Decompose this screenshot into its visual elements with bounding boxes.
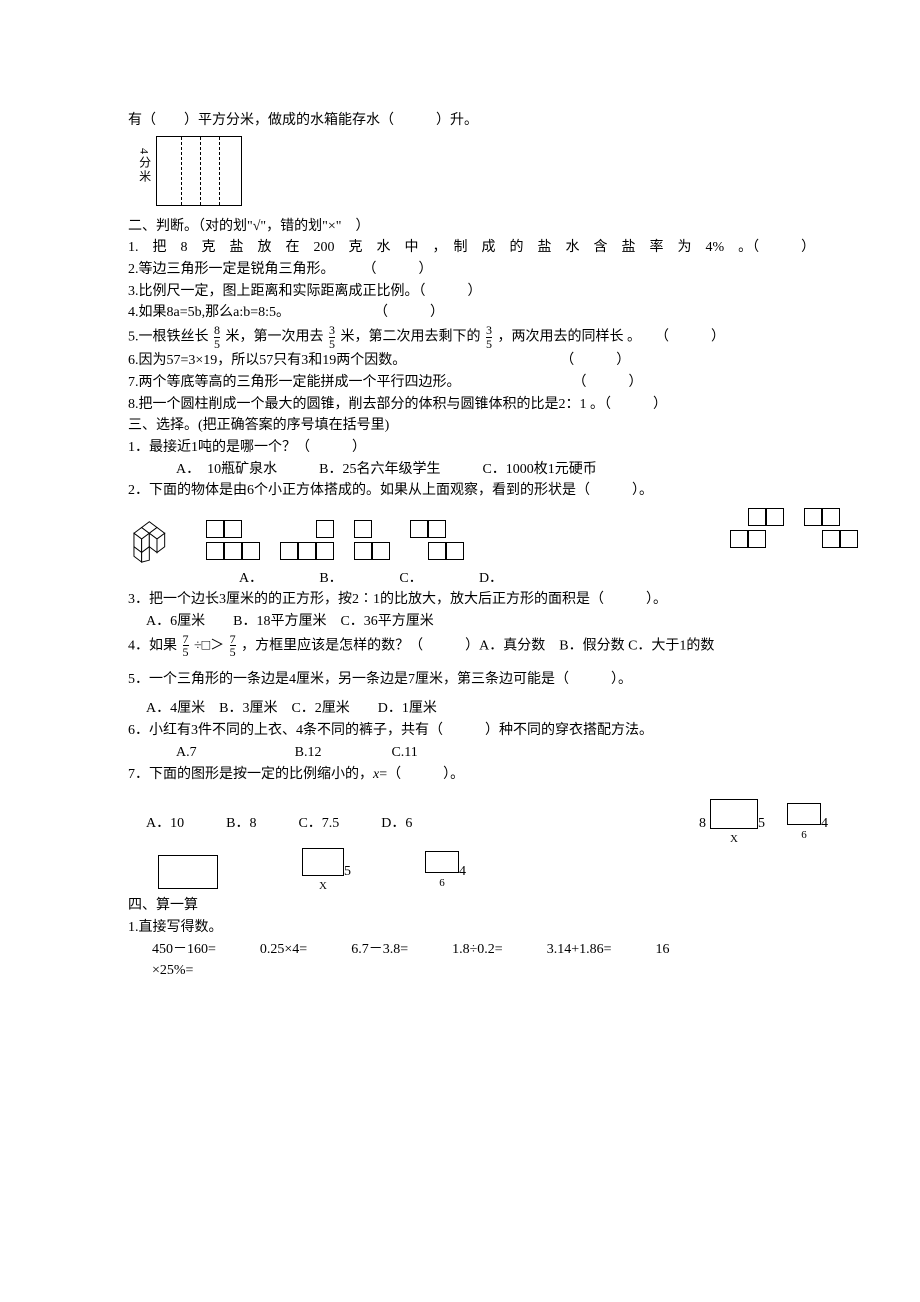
sec3-q2: 2．下面的物体是由6个小正方体搭成的。如果从上面观察，看到的形状是（ ）。 [128, 480, 828, 502]
calc-5: 3.14+1.86= [547, 939, 612, 961]
box-outline [156, 136, 242, 206]
shape-option-c [354, 520, 390, 563]
fraction-7-5-a: 75 [183, 633, 189, 659]
sec3-q1: 1．最接近1吨的是哪一个？（ ） [128, 437, 828, 459]
calc-6a: 16 [656, 939, 670, 961]
shape-option-b [280, 520, 334, 563]
sec3-q7-opts-row: A．10 B．8 C．7.5 D．6 8 X 5 6 4 [146, 799, 828, 848]
rect-box-3 [425, 851, 459, 873]
sec2-q4: 4.如果8a=5b,那么a:b=8:5。 （ ） [128, 302, 828, 324]
sec2-q7: 7.两个等底等高的三角形一定能拼成一个平行四边形。 （ ） [128, 372, 828, 394]
calc-1: 450－160= [152, 939, 216, 961]
fraction-3-5-b: 35 [486, 324, 492, 350]
sec2-q1: 1. 把 8 克 盐 放 在 200 克 水 中 ， 制 成 的 盐 水 含 盐… [128, 237, 828, 259]
label-b: B． [300, 568, 362, 590]
calc-2: 0.25×4= [260, 939, 307, 961]
rect-fig-4: 8 X 5 [699, 799, 765, 848]
calc-6b: ×25%= [152, 960, 828, 982]
sec4-sub: 1.直接写得数。 [128, 917, 828, 939]
sec3-q5: 5．一个三角形的一条边是4厘米，另一条边是7厘米，第三条边可能是（ ）。 [128, 669, 828, 691]
sec3-q2-labels: A． B． C． D． [220, 568, 828, 590]
sec3-q6-opts: A.7 B.12 C.11 [176, 742, 828, 764]
sec3-q6: 6．小红有3件不同的上衣、4条不同的裤子，共有（ ）种不同的穿衣搭配方法。 [128, 720, 828, 742]
sec2-q5b: 米，第一次用去 [226, 329, 328, 344]
sec3-q7-opts-text: A．10 B．8 C．7.5 D．6 [146, 813, 412, 835]
rect-fig-2: X 5 [302, 848, 351, 895]
sec3-q2-figures [128, 508, 858, 563]
label-c: C． [380, 568, 442, 590]
sec3-q1-opts: A． 10瓶矿泉水 B．25名六年级学生 C．1000枚1元硬币 [176, 459, 828, 481]
calc-4: 1.8÷0.2= [452, 939, 503, 961]
cube-3d-icon [128, 516, 186, 564]
box-dash-1 [181, 137, 182, 205]
shape-option-a [206, 520, 260, 563]
sec2-q8: 8.把一个圆柱削成一个最大的圆锥，削去部分的体积与圆锥体积的比是2：1 。（ ） [128, 394, 828, 416]
rect-box-5 [787, 803, 821, 825]
rect-fig-1 [158, 855, 218, 889]
sec2-q5a: 5.一根铁丝长 [128, 329, 212, 344]
sec2-q3: 3.比例尺一定，图上距离和实际距离成正比例。（ ） [128, 281, 828, 303]
sec3-q3: 3．把一个边长3厘米的的正方形，按2∶1的比放大，放大后正方形的面积是（ ）。 [128, 589, 828, 611]
sec3-q3-opts: A．6厘米 B．18平方厘米 C．36平方厘米 [146, 611, 828, 633]
sec2-q5: 5.一根铁丝长 85 米，第一次用去 35 米，第二次用去剩下的 35 ，两次用… [128, 324, 828, 350]
sec3-q5-opts: A．4厘米 B．3厘米 C．2厘米 D．1厘米 [146, 698, 828, 720]
rect-box-2 [302, 848, 344, 876]
sec4-title: 四、算一算 [128, 895, 828, 917]
sec3-q4a: 4．如果 [128, 638, 181, 653]
sec4-calc-row: 450－160= 0.25×4= 6.7－3.8= 1.8÷0.2= 3.14+… [152, 939, 828, 961]
sec2-title: 二、判断。（对的划"√"，错的划"×" ） [128, 216, 828, 238]
fraction-3-5-a: 35 [329, 324, 335, 350]
box-dash-3 [219, 137, 220, 205]
sec2-q6: 6.因为57=3×19，所以57只有3和19两个因数。 （ ） [128, 350, 828, 372]
box-dash-2 [200, 137, 201, 205]
sec3-q7: 7．下面的图形是按一定的比例缩小的，x=（ ）。 [128, 764, 828, 786]
rect-fig-3: 6 4 [425, 851, 466, 892]
fraction-7-5-b: 75 [230, 633, 236, 659]
sec3-q4: 4．如果 75 ÷□＞ 75 ，方框里应该是怎样的数？（ ）A．真分数 B．假分… [128, 633, 828, 659]
fraction-8-5: 85 [214, 324, 220, 350]
rect-box-4 [710, 799, 758, 829]
rect-fig-5: 6 4 [787, 803, 828, 844]
sec3-q7-rects-row2: X 5 6 4 [158, 848, 828, 895]
label-a: A． [220, 568, 282, 590]
sec2-q5d: ，两次用去的同样长 。 （ ） [498, 329, 726, 344]
intro-line: 有（ ）平方分米，做成的水箱能存水（ ）升。 [128, 110, 828, 132]
sec3-title: 三、选择。(把正确答案的序号填在括号里) [128, 415, 828, 437]
document-page: 有（ ）平方分米，做成的水箱能存水（ ）升。 4分米 二、判断。（对的划"√"，… [128, 110, 828, 982]
sec2-q5c: 米，第二次用去剩下的 [341, 329, 485, 344]
sec2-q2: 2.等边三角形一定是锐角三角形。 （ ） [128, 259, 828, 281]
sec3-q4c: ，方框里应该是怎样的数？（ ）A．真分数 B．假分数 C．大于1的数 [241, 638, 714, 653]
calc-3: 6.7－3.8= [351, 939, 408, 961]
sec3-q4b: ÷□＞ [194, 638, 228, 653]
shape-option-d [410, 520, 464, 563]
shape-extra-2 [804, 508, 858, 551]
shape-extra-1 [730, 508, 784, 551]
label-d: D． [460, 568, 522, 590]
rect-box-1 [158, 855, 218, 889]
box-label: 4分米 [135, 148, 154, 184]
box-figure: 4分米 [138, 136, 242, 208]
